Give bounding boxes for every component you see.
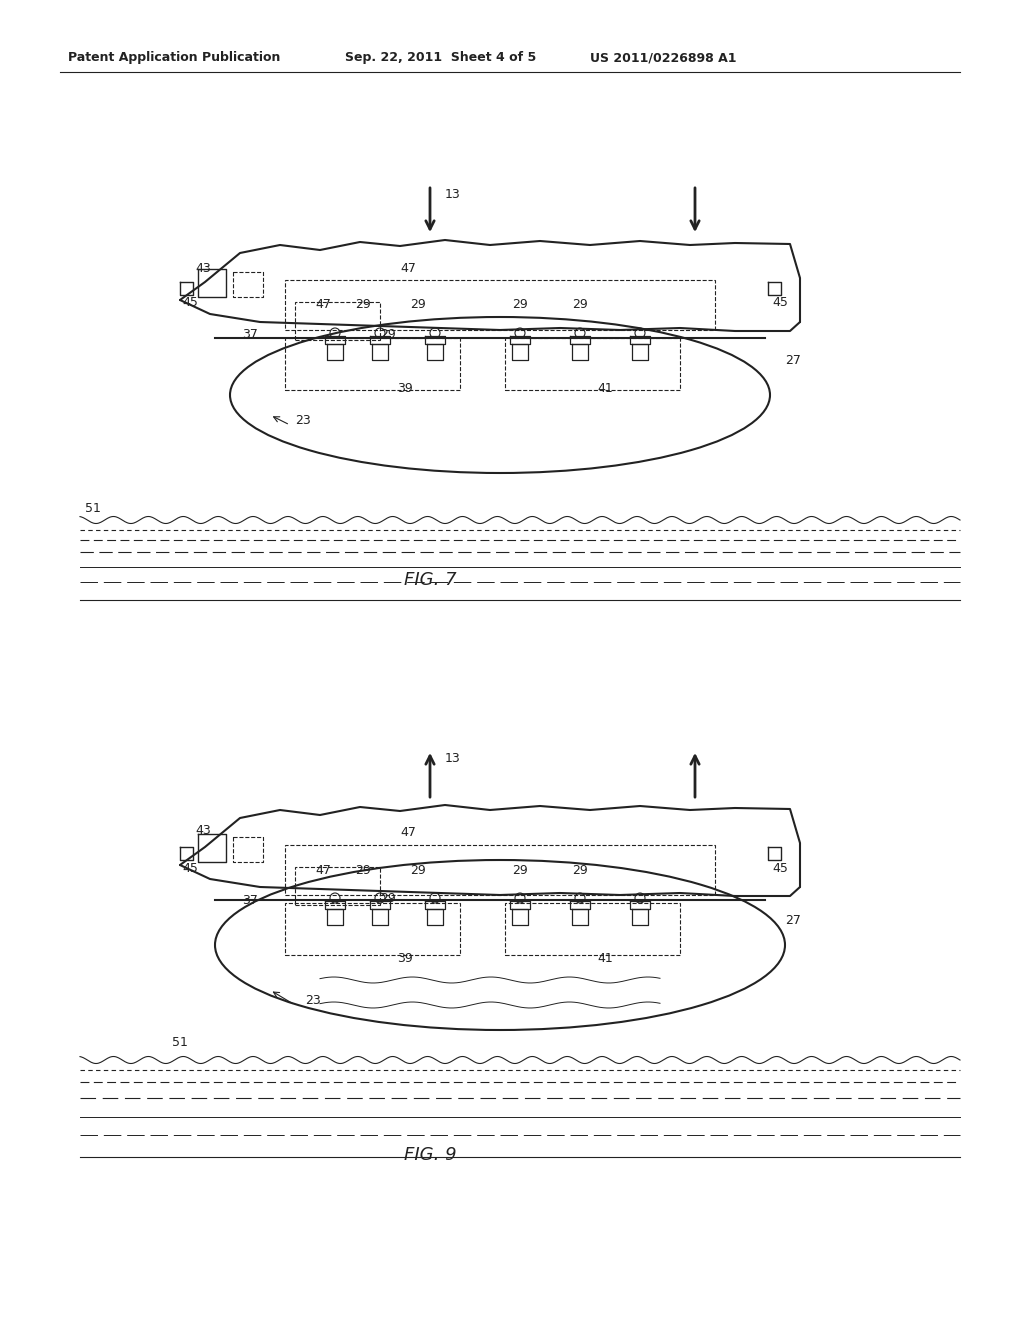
Text: 39: 39	[397, 381, 413, 395]
Text: 45: 45	[772, 296, 787, 309]
Text: 29: 29	[355, 863, 371, 876]
Text: 37: 37	[242, 894, 258, 907]
Text: 29: 29	[512, 863, 527, 876]
Text: 45: 45	[772, 862, 787, 874]
Text: 27: 27	[785, 913, 801, 927]
Text: 23: 23	[305, 994, 321, 1006]
Bar	[285, 338, 460, 389]
Text: 43: 43	[195, 824, 211, 837]
Text: 39: 39	[397, 952, 413, 965]
Text: 51: 51	[172, 1035, 187, 1048]
Text: Patent Application Publication: Patent Application Publication	[68, 51, 281, 65]
Bar	[285, 903, 460, 954]
Text: Sep. 22, 2011  Sheet 4 of 5: Sep. 22, 2011 Sheet 4 of 5	[345, 51, 537, 65]
Text: 47: 47	[400, 261, 416, 275]
Bar	[505, 903, 680, 954]
Text: 37: 37	[242, 329, 258, 342]
Text: FIG. 7: FIG. 7	[403, 572, 457, 589]
Text: 45: 45	[182, 296, 198, 309]
Text: 43: 43	[195, 261, 211, 275]
Text: 29: 29	[572, 298, 588, 312]
Text: 29: 29	[410, 863, 426, 876]
Bar	[285, 845, 715, 895]
Bar	[295, 302, 380, 341]
Text: 47: 47	[315, 298, 331, 312]
Text: 27: 27	[785, 354, 801, 367]
Text: 13: 13	[445, 751, 461, 764]
Text: 47: 47	[400, 825, 416, 838]
Bar	[285, 280, 715, 330]
Text: 41: 41	[597, 952, 613, 965]
Text: 23: 23	[295, 413, 310, 426]
Bar	[505, 338, 680, 389]
Text: US 2011/0226898 A1: US 2011/0226898 A1	[590, 51, 736, 65]
Text: 29: 29	[410, 298, 426, 312]
Text: 29: 29	[512, 298, 527, 312]
Text: 29: 29	[380, 891, 395, 904]
Text: 29: 29	[355, 298, 371, 312]
Text: 41: 41	[597, 381, 613, 395]
Text: FIG. 9: FIG. 9	[403, 1146, 457, 1164]
Text: 29: 29	[572, 863, 588, 876]
Text: 47: 47	[315, 863, 331, 876]
Text: 29: 29	[380, 329, 395, 342]
Text: 51: 51	[85, 502, 101, 515]
Text: 13: 13	[445, 189, 461, 202]
Bar	[295, 867, 380, 906]
Text: 45: 45	[182, 862, 198, 874]
